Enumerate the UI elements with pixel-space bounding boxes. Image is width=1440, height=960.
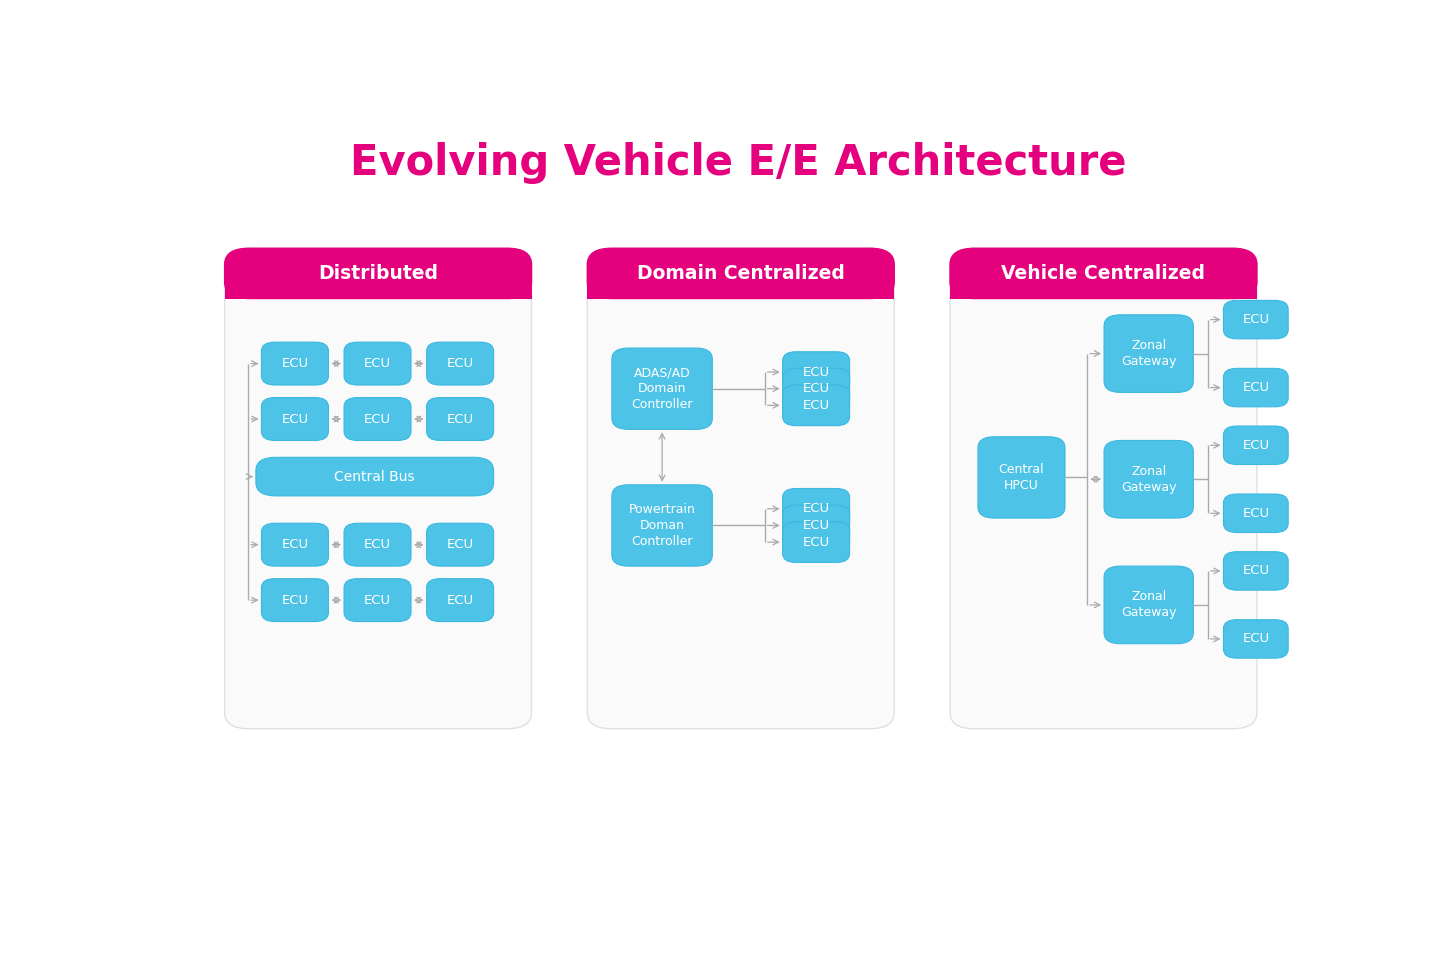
FancyBboxPatch shape	[225, 274, 531, 299]
FancyBboxPatch shape	[783, 351, 850, 393]
FancyBboxPatch shape	[1224, 300, 1289, 339]
FancyBboxPatch shape	[783, 522, 850, 563]
Text: ECU: ECU	[281, 539, 308, 551]
FancyBboxPatch shape	[262, 523, 328, 566]
FancyBboxPatch shape	[225, 249, 531, 299]
Text: ECU: ECU	[281, 357, 308, 370]
FancyBboxPatch shape	[426, 342, 494, 385]
FancyBboxPatch shape	[588, 249, 894, 729]
Text: ECU: ECU	[1243, 439, 1270, 452]
FancyBboxPatch shape	[1104, 315, 1194, 393]
FancyBboxPatch shape	[256, 457, 494, 496]
FancyBboxPatch shape	[262, 579, 328, 621]
Text: ECU: ECU	[446, 357, 474, 370]
Text: ECU: ECU	[802, 382, 829, 396]
FancyBboxPatch shape	[262, 342, 328, 385]
Text: ECU: ECU	[446, 413, 474, 425]
FancyBboxPatch shape	[588, 274, 894, 299]
FancyBboxPatch shape	[1224, 552, 1289, 590]
FancyBboxPatch shape	[1224, 426, 1289, 465]
FancyBboxPatch shape	[426, 579, 494, 621]
FancyBboxPatch shape	[783, 505, 850, 546]
FancyBboxPatch shape	[1104, 441, 1194, 518]
Text: Vehicle Centralized: Vehicle Centralized	[1001, 264, 1205, 283]
Text: ECU: ECU	[802, 536, 829, 548]
Text: ECU: ECU	[802, 366, 829, 378]
Text: ECU: ECU	[1243, 381, 1270, 395]
Text: ADAS/AD
Domain
Controller: ADAS/AD Domain Controller	[631, 366, 693, 411]
FancyBboxPatch shape	[588, 249, 894, 299]
FancyBboxPatch shape	[783, 385, 850, 425]
FancyBboxPatch shape	[1224, 620, 1289, 659]
FancyBboxPatch shape	[612, 348, 713, 429]
Text: Evolving Vehicle E/E Architecture: Evolving Vehicle E/E Architecture	[350, 142, 1126, 184]
Text: ECU: ECU	[1243, 313, 1270, 326]
Text: ECU: ECU	[1243, 507, 1270, 519]
FancyBboxPatch shape	[950, 274, 1257, 299]
Text: ECU: ECU	[802, 519, 829, 532]
Text: ECU: ECU	[364, 413, 392, 425]
Text: Central Bus: Central Bus	[334, 469, 415, 484]
Text: Zonal
Gateway: Zonal Gateway	[1120, 465, 1176, 493]
Text: ECU: ECU	[1243, 564, 1270, 577]
Text: ECU: ECU	[446, 593, 474, 607]
FancyBboxPatch shape	[1224, 369, 1289, 407]
FancyBboxPatch shape	[262, 397, 328, 441]
FancyBboxPatch shape	[344, 523, 410, 566]
Text: ECU: ECU	[802, 502, 829, 516]
Text: ECU: ECU	[802, 398, 829, 412]
FancyBboxPatch shape	[426, 397, 494, 441]
FancyBboxPatch shape	[950, 249, 1257, 299]
FancyBboxPatch shape	[612, 485, 713, 566]
FancyBboxPatch shape	[1224, 494, 1289, 533]
FancyBboxPatch shape	[344, 342, 410, 385]
Text: ECU: ECU	[364, 593, 392, 607]
FancyBboxPatch shape	[1104, 566, 1194, 644]
FancyBboxPatch shape	[344, 397, 410, 441]
Text: Powertrain
Doman
Controller: Powertrain Doman Controller	[629, 503, 696, 548]
FancyBboxPatch shape	[426, 523, 494, 566]
FancyBboxPatch shape	[783, 369, 850, 409]
Text: ECU: ECU	[1243, 633, 1270, 645]
Text: Domain Centralized: Domain Centralized	[636, 264, 845, 283]
Text: Distributed: Distributed	[318, 264, 438, 283]
FancyBboxPatch shape	[344, 579, 410, 621]
Text: ECU: ECU	[446, 539, 474, 551]
Text: Zonal
Gateway: Zonal Gateway	[1120, 339, 1176, 368]
Text: ECU: ECU	[281, 593, 308, 607]
FancyBboxPatch shape	[783, 489, 850, 529]
FancyBboxPatch shape	[225, 249, 531, 729]
FancyBboxPatch shape	[950, 249, 1257, 729]
Text: Central
HPCU: Central HPCU	[999, 463, 1044, 492]
Text: ECU: ECU	[281, 413, 308, 425]
Text: ECU: ECU	[364, 539, 392, 551]
Text: ECU: ECU	[364, 357, 392, 370]
FancyBboxPatch shape	[978, 437, 1066, 518]
Text: Zonal
Gateway: Zonal Gateway	[1120, 590, 1176, 619]
